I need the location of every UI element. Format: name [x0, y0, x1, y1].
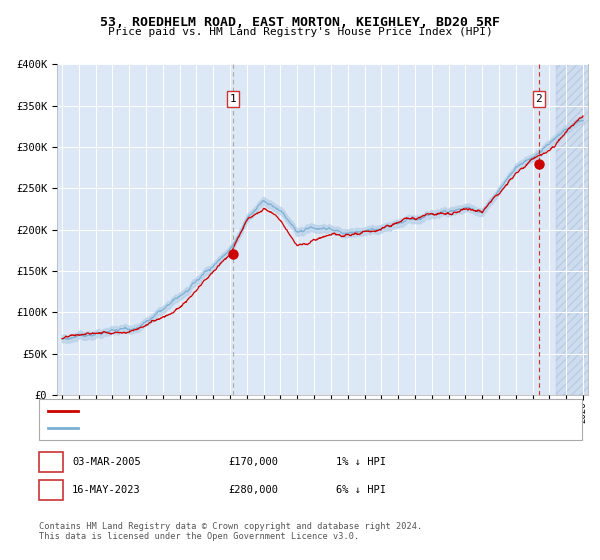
Text: £280,000: £280,000 [228, 485, 278, 495]
Text: 16-MAY-2023: 16-MAY-2023 [72, 485, 141, 495]
Text: 1: 1 [47, 457, 55, 467]
Text: Price paid vs. HM Land Registry's House Price Index (HPI): Price paid vs. HM Land Registry's House … [107, 27, 493, 37]
Text: 2: 2 [535, 94, 542, 104]
Text: 1% ↓ HPI: 1% ↓ HPI [336, 457, 386, 467]
Text: 1: 1 [230, 94, 236, 104]
Text: 53, ROEDHELM ROAD, EAST MORTON, KEIGHLEY,  BD20 5RF (detached house): 53, ROEDHELM ROAD, EAST MORTON, KEIGHLEY… [83, 407, 474, 416]
Text: HPI: Average price, detached house, Bradford: HPI: Average price, detached house, Brad… [83, 424, 336, 433]
Text: 53, ROEDHELM ROAD, EAST MORTON, KEIGHLEY, BD20 5RF: 53, ROEDHELM ROAD, EAST MORTON, KEIGHLEY… [100, 16, 500, 29]
Text: 03-MAR-2005: 03-MAR-2005 [72, 457, 141, 467]
Text: Contains HM Land Registry data © Crown copyright and database right 2024.
This d: Contains HM Land Registry data © Crown c… [39, 522, 422, 542]
Text: £170,000: £170,000 [228, 457, 278, 467]
Text: 6% ↓ HPI: 6% ↓ HPI [336, 485, 386, 495]
Text: 2: 2 [47, 485, 55, 495]
